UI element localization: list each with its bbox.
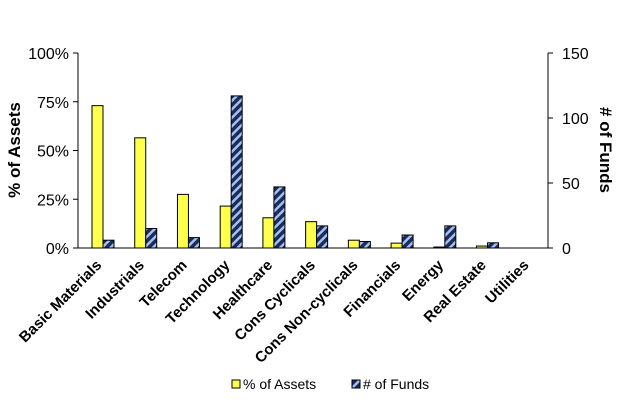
bar-assets xyxy=(219,205,232,249)
legend: % of Assets # of Funds xyxy=(231,376,429,392)
bar-assets xyxy=(347,239,360,249)
bar-funds xyxy=(273,186,286,249)
bar-assets xyxy=(91,105,104,249)
y2-tick-label: 150 xyxy=(562,46,589,63)
bar-funds xyxy=(187,237,200,249)
legend-label-funds: # of Funds xyxy=(363,376,429,392)
y2-tick-label: 0 xyxy=(562,241,571,258)
y-tick-label: 0% xyxy=(46,241,69,258)
bar-assets xyxy=(305,221,318,249)
y-tick-label: 75% xyxy=(37,95,69,112)
y2-tick-label: 100 xyxy=(562,111,589,128)
legend-label-assets: % of Assets xyxy=(243,376,316,392)
legend-swatch-funds xyxy=(351,379,361,389)
bar-funds xyxy=(444,225,457,249)
y2-tick-label: 50 xyxy=(562,176,580,193)
y-tick-label: 50% xyxy=(37,144,69,161)
bar-assets xyxy=(134,137,147,249)
y2-axis-label: # of Funds xyxy=(596,107,615,193)
bar-funds xyxy=(316,225,329,249)
y-axis-label: % of Assets xyxy=(5,102,24,198)
y-tick-label: 25% xyxy=(37,192,69,209)
category-labels: Basic MaterialsIndustrialsTelecomTechnol… xyxy=(16,256,533,366)
legend-swatch-assets xyxy=(231,379,241,389)
y-tick-label: 100% xyxy=(28,46,69,63)
bars xyxy=(91,95,500,249)
bar-assets xyxy=(390,242,403,249)
bar-funds xyxy=(145,228,158,249)
bar-funds xyxy=(102,239,115,249)
bar-funds xyxy=(358,241,371,249)
bar-assets xyxy=(176,193,189,249)
bar-assets xyxy=(476,245,489,249)
bar-funds xyxy=(401,234,414,249)
category-label: Utilities xyxy=(482,257,532,307)
bar-funds xyxy=(487,242,500,249)
tick-labels: 0% 25% 50% 75% 100% 0 50 100 150 xyxy=(28,46,589,258)
bar-funds xyxy=(230,95,243,249)
bar-assets xyxy=(433,246,446,249)
bar-assets xyxy=(262,217,275,249)
